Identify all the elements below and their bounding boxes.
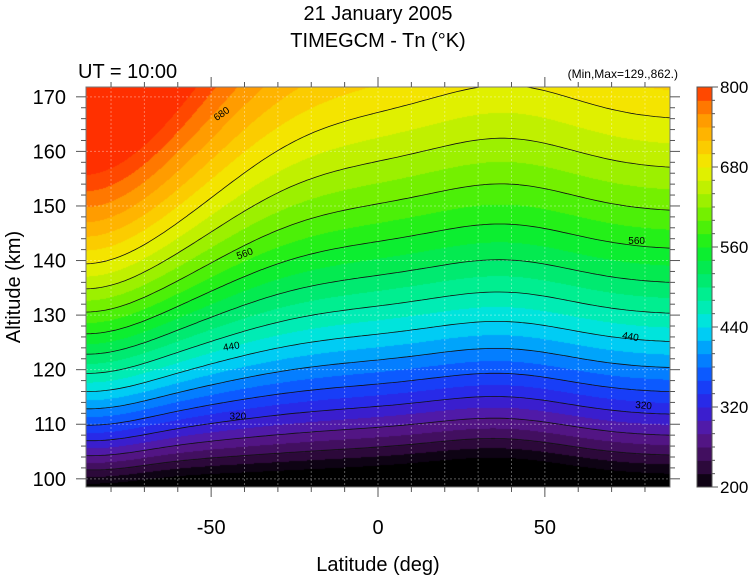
minmax-label: (Min,Max=129.,862.) (568, 67, 678, 81)
contour-line-400 (86, 348, 671, 410)
contour-label: 680 (212, 105, 232, 124)
colorbar-band (697, 340, 712, 355)
colorbar-band (697, 260, 712, 275)
colorbar-band (697, 207, 712, 221)
contour-label: 440 (621, 330, 640, 344)
contour-line-320 (86, 396, 671, 442)
colorbar-band (697, 327, 712, 341)
y-tick-label: 100 (33, 469, 66, 491)
chart-title: 21 January 2005 (303, 3, 452, 25)
colorbar-band (697, 353, 712, 368)
contour-line-560 (85, 223, 671, 335)
y-tick-label: 160 (33, 141, 66, 163)
colorbar-tick-label: 680 (720, 158, 748, 177)
colorbar-band (697, 473, 712, 488)
y-tick-label: 170 (33, 87, 66, 109)
grid (86, 87, 670, 487)
colorbar-band (697, 380, 712, 395)
colorbar: 200 320 440 560 680 800 (696, 78, 748, 497)
colorbar-band (697, 367, 712, 381)
colorbar-band (697, 313, 712, 328)
colorbar-band (697, 433, 712, 448)
contour-line-520 (85, 259, 671, 355)
colorbar-band (697, 420, 712, 435)
y-tick-label: 150 (33, 196, 66, 218)
colorbar-band (697, 193, 712, 208)
contour-line-600 (85, 183, 671, 313)
x-tick-label: 50 (534, 517, 556, 539)
colorbar-band (697, 273, 712, 288)
y-tick-label: 110 (34, 414, 66, 436)
y-tick-label: 120 (33, 360, 66, 382)
contour-label: 560 (628, 236, 645, 247)
contour-line-240 (85, 438, 671, 471)
colorbar-band (697, 287, 712, 301)
chart-subtitle: TIMEGCM - Tn (°K) (290, 30, 465, 52)
contour-label: 320 (229, 412, 246, 423)
colorbar-band (697, 393, 712, 408)
colorbar-band (697, 407, 712, 421)
colorbar-band (697, 300, 712, 315)
x-tick-label: -50 (197, 517, 226, 539)
y-tick-label: 130 (33, 305, 66, 327)
colorbar-band (697, 153, 712, 168)
contour-line-360 (85, 372, 671, 426)
colorbar-tick-label: 320 (720, 398, 748, 417)
colorbar-band (697, 127, 712, 141)
contour-line-480 (86, 291, 671, 374)
colorbar-band (697, 87, 712, 101)
colorbar-band (697, 113, 712, 128)
colorbar-band (697, 220, 712, 235)
axes: -50 0 50 100 110 120 130 140 150 160 170 (33, 77, 680, 539)
colorbar-tick-label: 560 (720, 238, 748, 257)
colorbar-band (697, 180, 712, 195)
colorbar-tick-label: 440 (720, 318, 748, 337)
x-axis-label: Latitude (deg) (316, 554, 439, 576)
colorbar-band (697, 167, 712, 181)
y-tick-label: 140 (33, 251, 66, 273)
contour-lines (85, 86, 671, 471)
x-tick-label: 0 (372, 517, 383, 539)
contour-label: 440 (222, 340, 241, 354)
colorbar-tick-label: 800 (720, 78, 748, 97)
colorbar-band (697, 140, 712, 155)
contour-line-640 (85, 137, 671, 290)
colorbar-band (697, 247, 712, 261)
colorbar-tick-label: 200 (720, 478, 748, 497)
contour-label: 560 (235, 246, 255, 262)
colorbar-band (697, 233, 712, 248)
contour-line-280 (85, 417, 671, 457)
colorbar-band (697, 447, 712, 461)
colorbar-band (697, 100, 712, 115)
contour-line-440 (85, 321, 671, 392)
contour-line-680 (85, 86, 671, 265)
contour-label: 320 (635, 400, 653, 412)
time-label: UT = 10:00 (78, 61, 177, 83)
y-axis-label: Altitude (km) (3, 231, 25, 343)
colorbar-band (697, 460, 712, 475)
temperature-field (86, 87, 670, 487)
